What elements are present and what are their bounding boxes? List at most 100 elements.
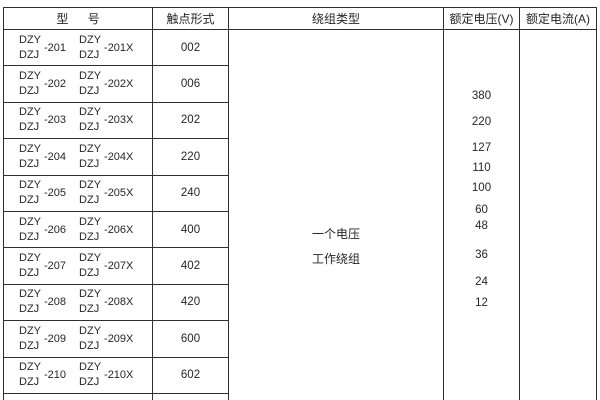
contact-form-cell: 402 [153, 248, 229, 284]
model-group-base: DZY DZJ -206 [19, 215, 66, 245]
model-brand-stack: DZY DZJ [19, 69, 41, 99]
contact-form-cell: 420 [153, 284, 229, 321]
model-group-x: DZY DZJ -207X [79, 251, 133, 281]
table-row: DZY DZJ -206 DZY DZJ -206X [4, 211, 229, 249]
model-group-base: DZY DZJ -205 [19, 178, 66, 208]
model-brand-stack: DZY DZJ [19, 215, 41, 245]
model-suffix-x: -208X [104, 296, 134, 309]
model-suffix: -207 [44, 260, 67, 273]
contact-form-cell: 240 [153, 175, 229, 211]
model-brand-stack: DZY DZJ [79, 142, 101, 172]
model-brand-bottom: DZJ [79, 85, 100, 98]
model-brand-stack: DZY DZJ [79, 69, 101, 99]
model-brand-bottom: DZJ [19, 303, 40, 316]
winding-type-text: 工作绕组 [311, 252, 360, 266]
model-brand-top: DZY [79, 70, 102, 83]
model-suffix: -203 [44, 114, 67, 127]
model-cell: DZY DZJ -204 DZY DZJ -204X [4, 139, 153, 175]
model-cell: DZY DZJ -209 DZY DZJ -209X [4, 321, 153, 357]
model-brand-top: DZY [79, 215, 102, 228]
model-brand-stack: DZY DZJ [79, 105, 101, 135]
table-body: DZY DZJ -201 DZY DZJ -201X [4, 30, 596, 400]
model-brand-stack: DZY DZJ [79, 360, 101, 390]
model-group-x: DZY DZJ -203X [79, 105, 133, 135]
model-group-base: DZY DZJ -209 [19, 324, 66, 354]
model-group-x: DZY DZJ -201X [79, 33, 133, 63]
contact-form-cell: 002 [153, 30, 229, 66]
table-row: DZY DZJ -210 DZY DZJ -210X [4, 357, 229, 394]
rated-current-cell [520, 30, 596, 400]
model-brand-stack: DZY DZJ [79, 287, 101, 317]
contact-form-cell: 202 [153, 102, 229, 139]
model-brand-bottom: DZJ [19, 267, 40, 280]
model-suffix: -204 [44, 150, 67, 163]
rated-voltage-value: 220 [471, 116, 492, 128]
model-brand-stack: DZY DZJ [19, 33, 41, 63]
model-cell: DZY DZJ -207 DZY DZJ -207X [4, 248, 153, 284]
model-suffix: -208 [44, 296, 67, 309]
model-cell: DZY DZJ -210 DZY DZJ -210X [4, 357, 153, 393]
rated-voltage-value: 36 [475, 249, 488, 261]
model-brand-bottom: DZJ [79, 339, 100, 352]
header-rated-current: 额定电流(A) [526, 12, 590, 26]
model-suffix-x: -203X [104, 114, 134, 127]
model-brand-top: DZY [19, 106, 41, 119]
rated-voltage-value: 12 [475, 297, 488, 309]
model-cell: DZY DZJ -208 DZY DZJ -208X [4, 284, 153, 321]
contact-form-cell: 400 [153, 211, 229, 248]
model-cell: DZY DZJ -202 DZY DZJ -202X [4, 66, 153, 102]
model-brand-bottom: DZJ [79, 376, 100, 389]
rated-voltage-value: 380 [471, 90, 492, 102]
model-brand-bottom: DZJ [19, 230, 40, 243]
model-brand-top: DZY [79, 106, 102, 119]
header-model: 型 号 [4, 8, 153, 29]
model-brand-stack: DZY DZJ [79, 33, 101, 63]
model-suffix: -202 [44, 78, 67, 91]
model-cell: DZY DZJ -201 DZY DZJ -201X [4, 30, 153, 66]
winding-type-cell: 一个电压 工作绕组 [229, 30, 444, 400]
table-header-row: 型 号 触点形式 绕组类型 额定电压(V) 额定电流(A) [4, 8, 596, 30]
table-row: DZY DZJ -207 DZY DZJ -207X [4, 248, 229, 285]
model-group-base: DZY DZJ -203 [19, 105, 66, 135]
model-suffix-x: -205X [104, 187, 134, 200]
model-brand-top: DZY [79, 33, 102, 46]
model-brand-bottom: DZJ [19, 121, 40, 134]
model-brand-top: DZY [19, 288, 41, 301]
table-row: DZY DZJ -209 DZY DZJ -209X [4, 321, 229, 358]
model-suffix-x: -201X [104, 41, 134, 54]
model-suffix-x: -206X [104, 223, 134, 236]
model-group-x: DZY DZJ -205X [79, 178, 133, 208]
model-brand-stack: DZY DZJ [19, 324, 41, 354]
model-brand-top: DZY [79, 324, 102, 337]
model-suffix: -206 [44, 223, 67, 236]
contact-form-cell: 220 [153, 139, 229, 175]
model-group-base: DZY DZJ -201 [19, 33, 66, 63]
contact-form-cell: 600 [153, 321, 229, 357]
model-brand-bottom: DZJ [79, 157, 100, 170]
model-group-x: DZY DZJ -202X [79, 69, 133, 99]
model-brand-stack: DZY DZJ [19, 142, 41, 172]
model-group-x: DZY DZJ -210X [79, 360, 133, 390]
model-brand-top: DZY [79, 142, 102, 155]
model-brand-bottom: DZJ [79, 194, 100, 207]
model-group-base: DZY DZJ -208 [19, 287, 66, 317]
model-brand-top: DZY [79, 252, 102, 265]
model-cell: DZY DZJ -203 DZY DZJ -203X [4, 102, 153, 139]
model-suffix: -209 [44, 332, 67, 345]
table-row: DZY DZJ -208 DZY DZJ -208X [4, 284, 229, 322]
winding-type-text: 一个电压 [311, 227, 360, 241]
model-brand-bottom: DZJ [19, 48, 40, 61]
model-suffix-x: -204X [104, 150, 134, 163]
model-brand-stack: DZY DZJ [79, 324, 101, 354]
model-suffix: -205 [44, 187, 67, 200]
model-group-base: DZY DZJ -204 [19, 142, 66, 172]
model-group-x: DZY DZJ -204X [79, 142, 133, 172]
spec-table: 型 号 触点形式 绕组类型 额定电压(V) 额定电流(A) DZY DZJ [3, 7, 597, 400]
model-brand-top: DZY [19, 361, 41, 374]
header-winding-type: 绕组类型 [229, 8, 444, 29]
model-brand-top: DZY [79, 288, 102, 301]
model-brand-bottom: DZJ [19, 194, 40, 207]
model-brand-top: DZY [19, 33, 41, 46]
model-brand-bottom: DZJ [79, 267, 100, 280]
rated-voltage-value: 110 [472, 162, 491, 174]
